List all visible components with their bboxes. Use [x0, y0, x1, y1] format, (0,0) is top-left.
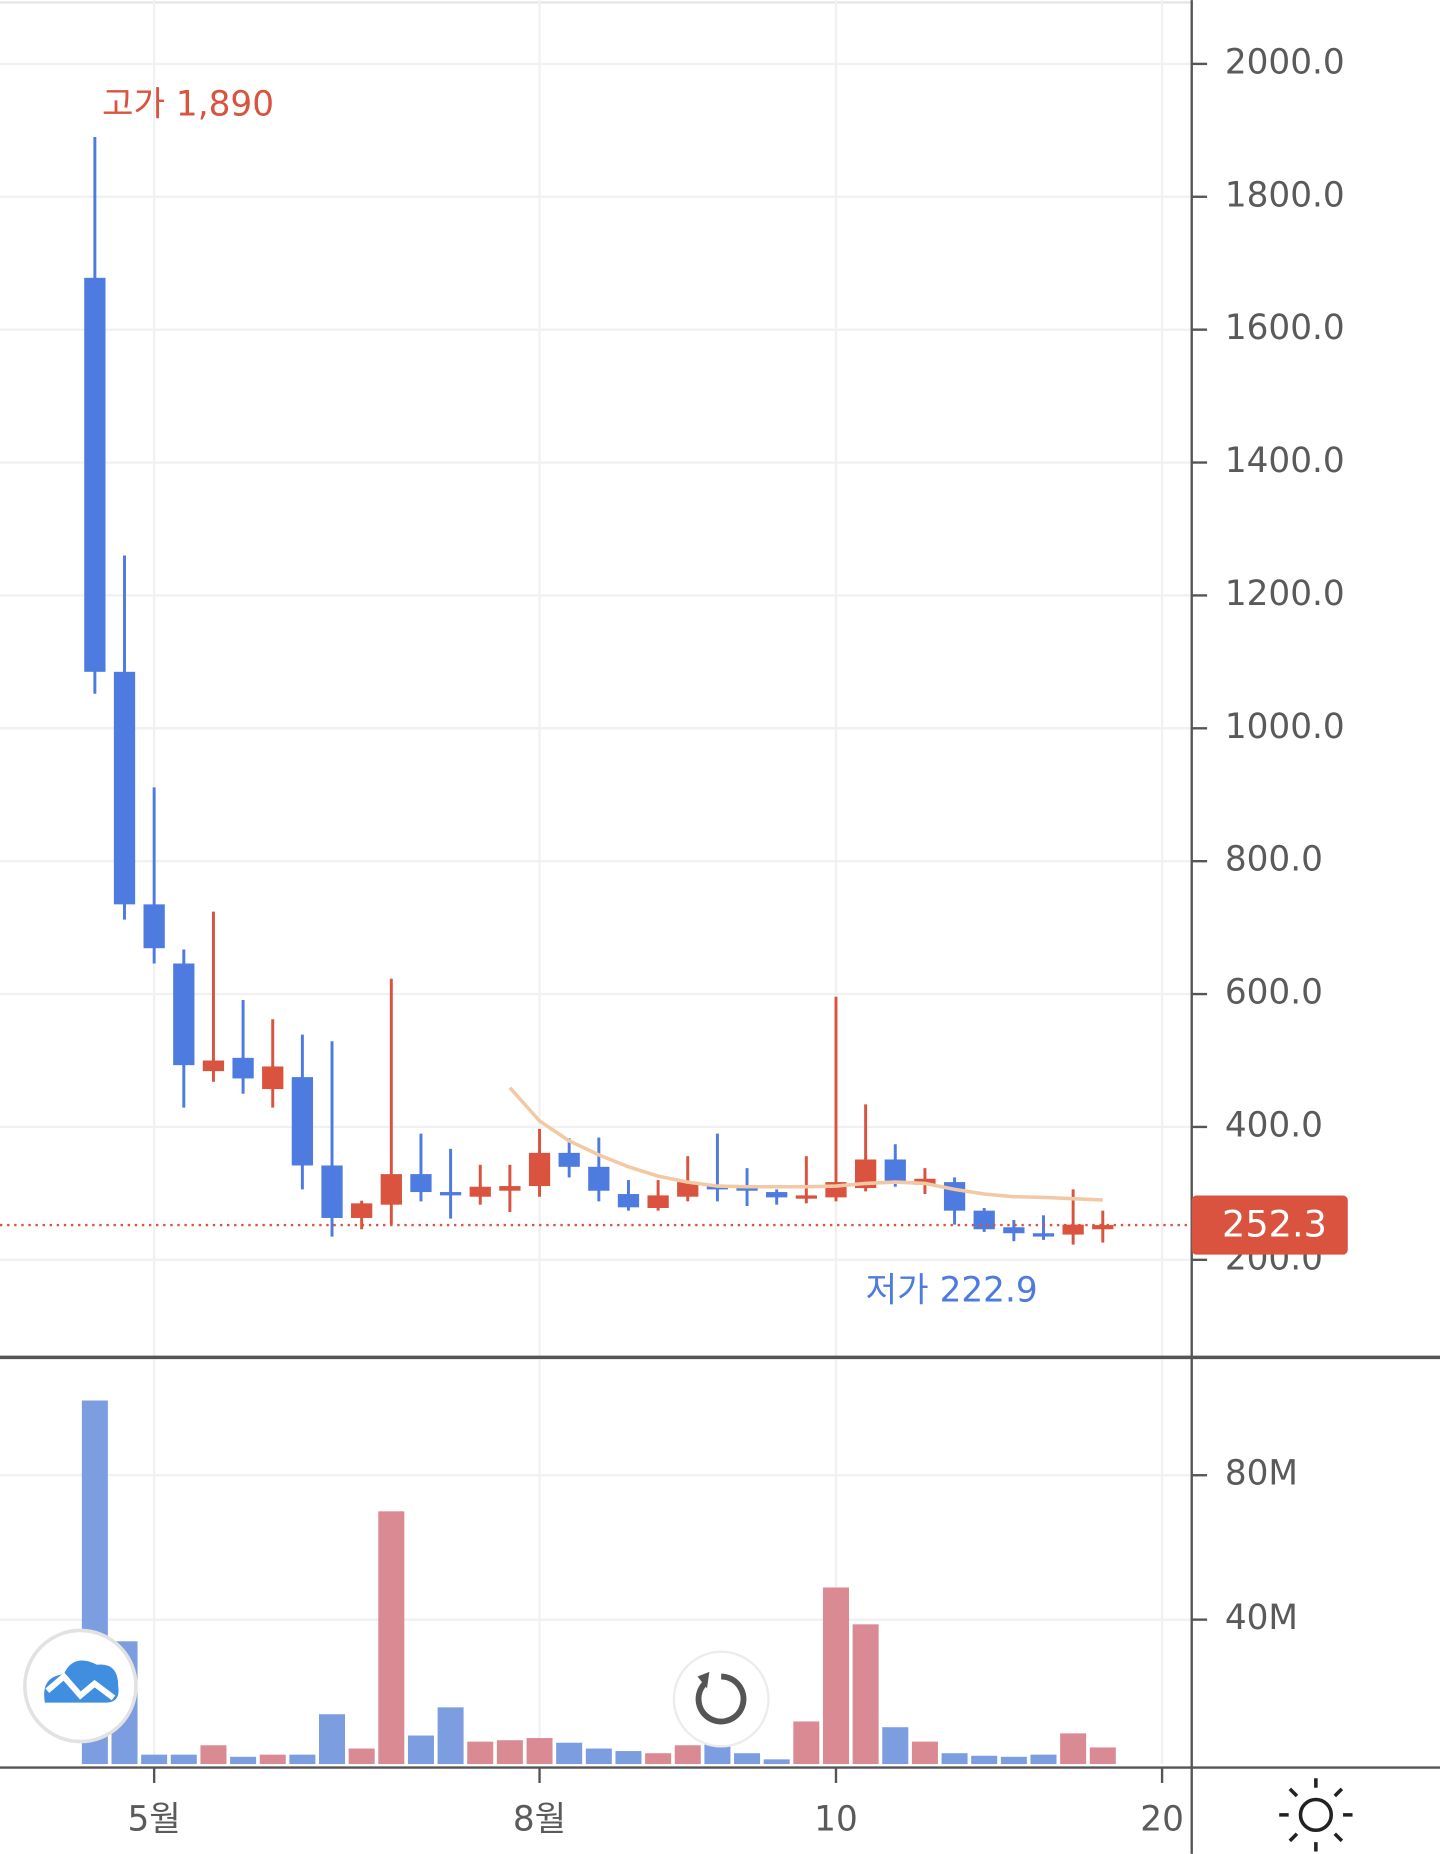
volume-bar: [941, 1753, 968, 1765]
candle-body: [854, 1159, 877, 1189]
candle-body: [736, 1186, 758, 1191]
candle-body: [113, 671, 136, 905]
candle-body: [143, 904, 165, 949]
settings-button[interactable]: [1279, 1778, 1353, 1852]
indicator-button[interactable]: [23, 1628, 138, 1744]
y-tick-label: 2000.0: [1225, 42, 1345, 82]
volume-bar: [585, 1748, 612, 1765]
candle-body: [677, 1182, 699, 1197]
volume-bar: [378, 1511, 405, 1765]
volume-bar: [230, 1756, 257, 1765]
volume-bar: [1030, 1754, 1057, 1765]
x-tick-label: 10: [814, 1799, 858, 1839]
volume-bar: [496, 1740, 523, 1765]
volume-bar: [1089, 1747, 1116, 1765]
volume-bar: [141, 1754, 168, 1765]
last-price-box: [1191, 1195, 1348, 1255]
volume-bar: [615, 1751, 642, 1765]
volume-bar: [407, 1735, 434, 1765]
candle-body: [173, 963, 195, 1066]
y-tick-label: 1800.0: [1225, 175, 1345, 215]
candle-body: [351, 1203, 373, 1218]
candle-body: [262, 1066, 284, 1090]
candle-body: [1062, 1224, 1084, 1235]
volume-bar: [763, 1759, 790, 1765]
volume-bar: [734, 1753, 761, 1765]
x-tick-label: 8월: [513, 1799, 566, 1839]
candle-body: [558, 1152, 580, 1167]
candle-body: [202, 1060, 225, 1072]
y-tick-label: 40M: [1225, 1598, 1298, 1638]
y-tick-label: 800.0: [1225, 840, 1323, 880]
candle-body: [232, 1057, 254, 1079]
reset-button[interactable]: [672, 1650, 770, 1748]
x-tick-label: 20: [1140, 1799, 1184, 1839]
candle-body: [1092, 1225, 1114, 1230]
candle-body: [291, 1077, 314, 1166]
volume-bar: [319, 1714, 346, 1765]
y-tick-label: 1000.0: [1225, 707, 1345, 747]
volume-bar: [437, 1707, 464, 1765]
candle-body: [647, 1195, 669, 1208]
volume-bar: [526, 1738, 553, 1765]
candle-body: [588, 1166, 610, 1191]
volume-bar: [645, 1753, 672, 1765]
volume-bar: [852, 1624, 879, 1765]
candle-body: [617, 1194, 640, 1208]
candle-body: [766, 1192, 788, 1198]
y-tick-label: 1200.0: [1225, 574, 1345, 614]
volume-bar: [348, 1748, 375, 1765]
volume-bar: [793, 1721, 820, 1765]
volume-bar: [1000, 1756, 1027, 1765]
volume-bar: [289, 1754, 316, 1765]
candle-body: [380, 1174, 402, 1205]
y-tick-label: 1600.0: [1225, 308, 1345, 348]
candle-body: [884, 1159, 906, 1184]
candle-body: [84, 277, 106, 672]
candle-body: [528, 1152, 551, 1187]
candle-body: [469, 1186, 491, 1197]
marks: 5월 8월 10 20 고가 1,890 저가 222.9: [0, 0, 1192, 1839]
volume-bar: [882, 1727, 909, 1765]
volume-bar: [911, 1741, 938, 1765]
volume-bar: [467, 1741, 494, 1765]
y-tick-label: 1400.0: [1225, 441, 1345, 481]
volume-bar: [1060, 1733, 1087, 1765]
candle-body: [1032, 1233, 1055, 1237]
high-annotation: 고가 1,890: [102, 85, 274, 125]
moving-average: [508, 1086, 1103, 1202]
volume-bar: [971, 1755, 998, 1765]
y-tick-label: 80M: [1225, 1454, 1298, 1494]
x-tick-label: 5월: [127, 1799, 180, 1839]
candle-body: [439, 1192, 462, 1196]
y-tick-label: 400.0: [1225, 1105, 1323, 1145]
volume-bar: [170, 1754, 197, 1765]
volume-bar: [200, 1745, 227, 1765]
volume-bar: [259, 1754, 286, 1765]
low-annotation: 저가 222.9: [866, 1270, 1038, 1310]
y-tick-label: 600.0: [1225, 973, 1323, 1013]
volume-bar: [556, 1742, 583, 1765]
candle-body: [795, 1195, 817, 1199]
candle-body: [499, 1186, 521, 1191]
last-price-label: 252.3: [1222, 1203, 1327, 1246]
candle-body: [1003, 1227, 1025, 1234]
volume-bar: [674, 1745, 701, 1765]
candle-body: [321, 1165, 343, 1218]
candle-body: [410, 1174, 432, 1193]
volume-bar: [822, 1587, 849, 1765]
candle-body: [973, 1210, 995, 1230]
